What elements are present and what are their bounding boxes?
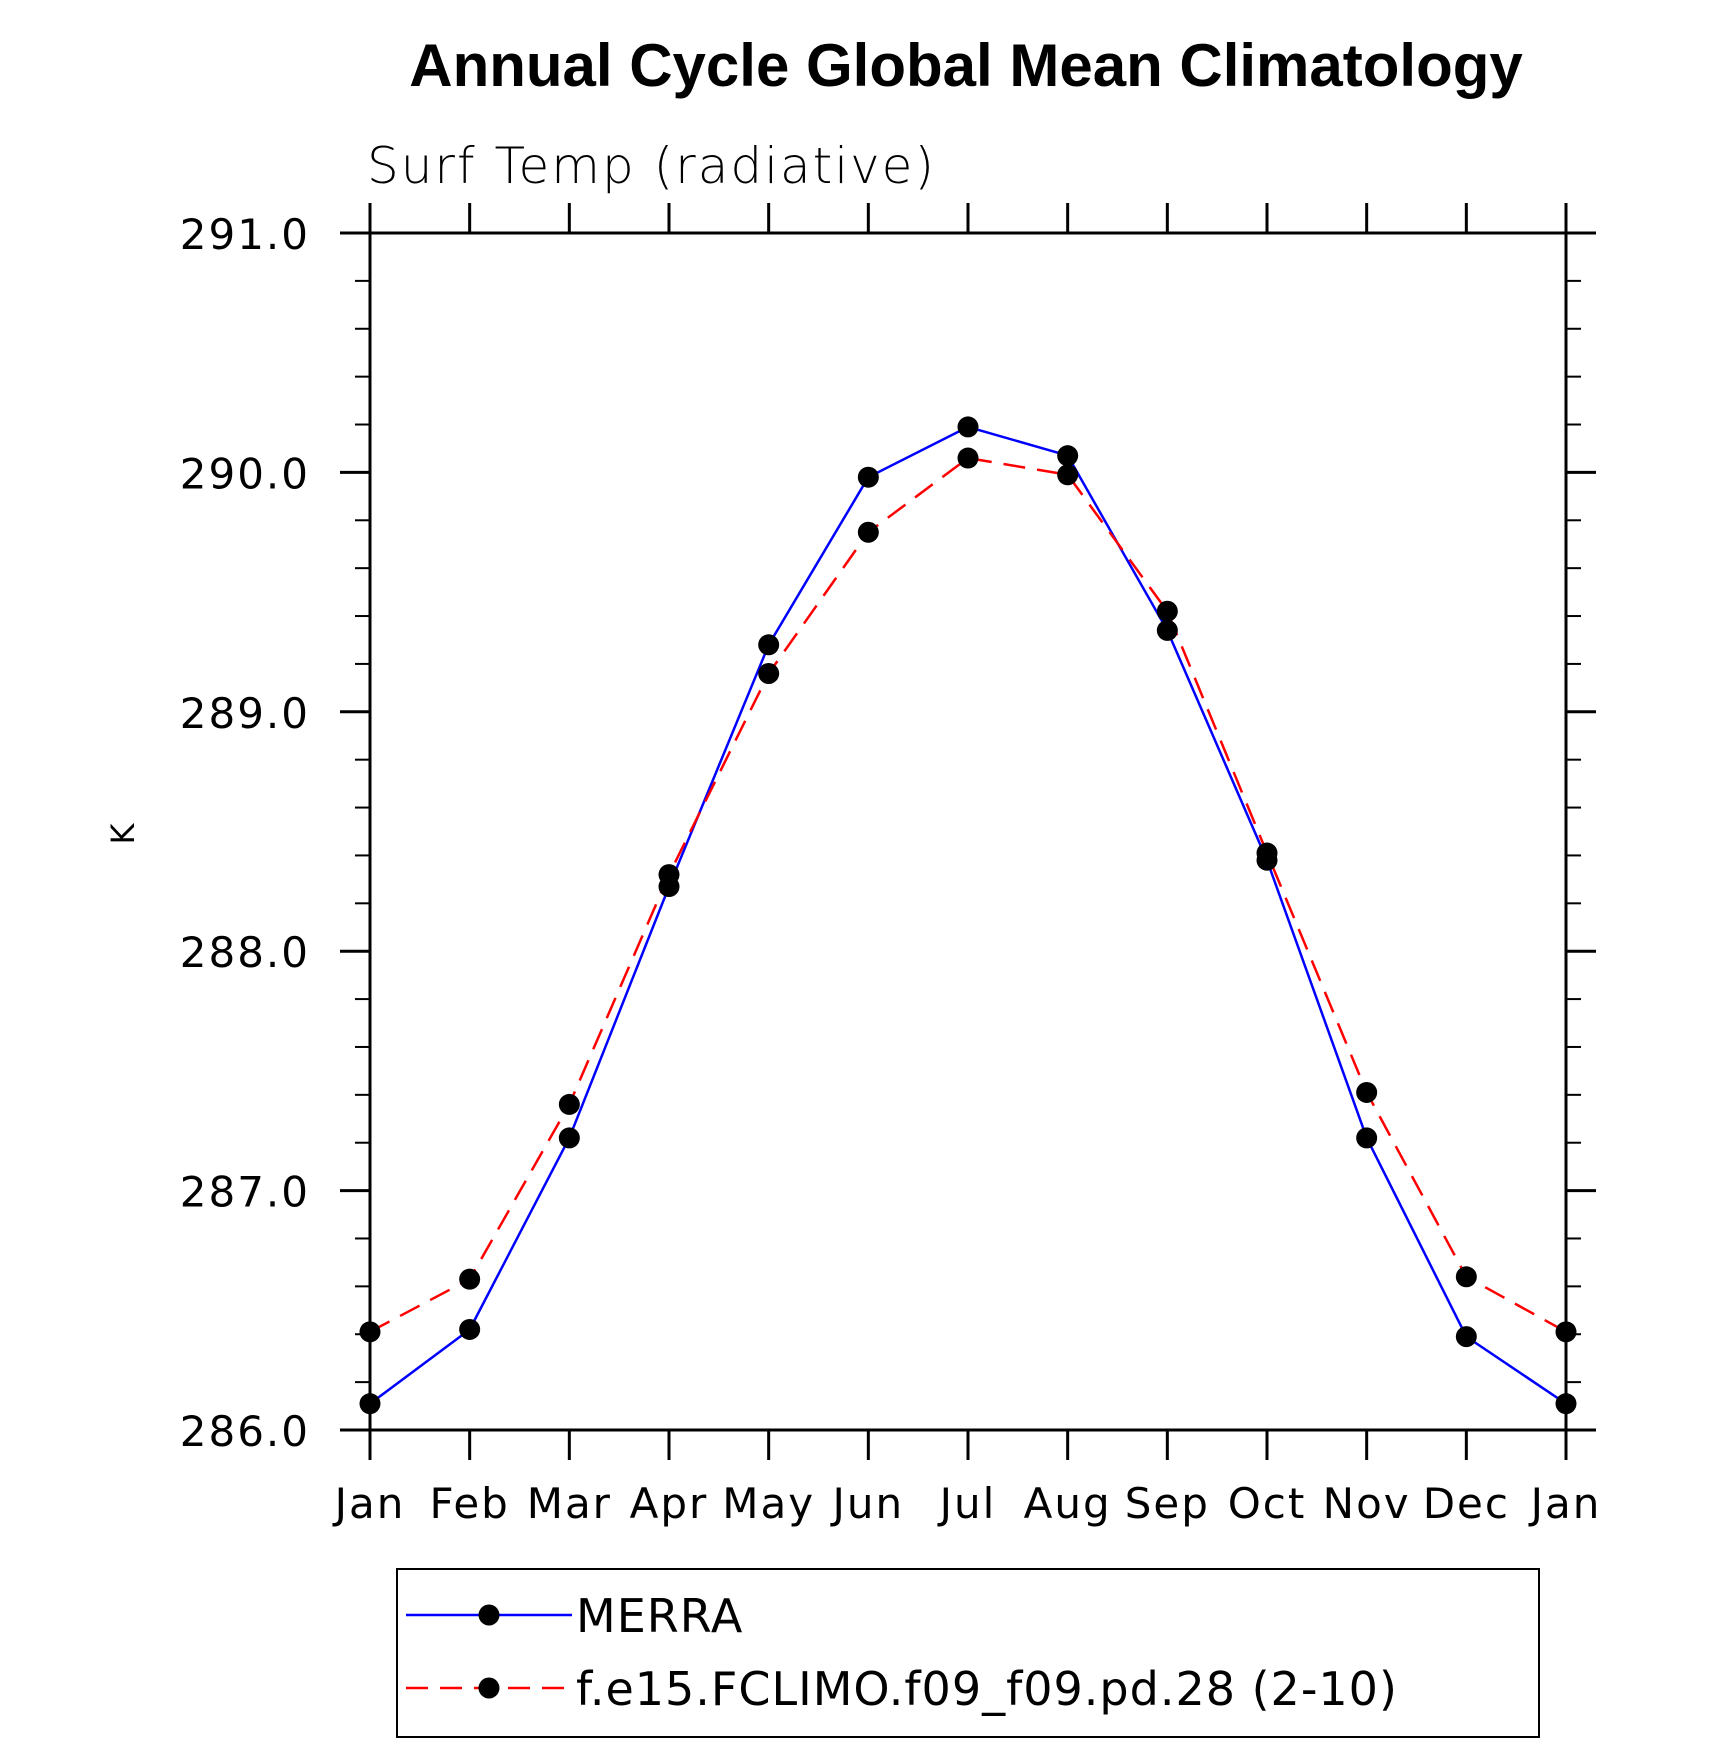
x-tick-label: Dec [1423, 1479, 1510, 1528]
data-point-merra [558, 1127, 580, 1149]
data-point-merra [1057, 445, 1079, 467]
data-point-model [1057, 464, 1079, 486]
data-point-model [658, 864, 680, 886]
y-axis-label: K [104, 822, 142, 844]
data-point-merra [459, 1318, 481, 1340]
data-point-model [459, 1268, 481, 1290]
x-tick-label: Jun [830, 1479, 905, 1528]
data-point-merra [957, 416, 979, 438]
data-point-model [857, 521, 879, 543]
data-point-model [558, 1093, 580, 1115]
x-tick-label: Oct [1228, 1479, 1307, 1528]
data-point-merra [1356, 1127, 1378, 1149]
x-tick-label: Apr [630, 1479, 709, 1528]
x-tick-label: Jul [937, 1479, 997, 1528]
data-point-model [758, 662, 780, 684]
x-tick-label: Mar [527, 1479, 612, 1528]
y-tick-label: 286.0 [180, 1407, 310, 1456]
legend: MERRA f.e15.FCLIMO.f09_f09.pd.28 (2-10) [396, 1568, 1540, 1738]
y-tick-label: 288.0 [180, 928, 310, 977]
legend-marker-model [478, 1677, 500, 1699]
data-point-merra [359, 1393, 381, 1415]
data-point-merra [1555, 1393, 1577, 1415]
data-point-merra [758, 634, 780, 656]
y-tick-label: 291.0 [180, 210, 310, 259]
data-point-merra [857, 466, 879, 488]
y-axis: 286.0 287.0 288.0 289.0 290.0 291.0 [180, 210, 1596, 1456]
series-layer [359, 416, 1577, 1415]
legend-label-merra: MERRA [576, 1589, 743, 1643]
x-tick-label: Jan [332, 1479, 406, 1528]
legend-marker-merra [478, 1604, 500, 1626]
chart-title: Annual Cycle Global Mean Climatology [409, 32, 1523, 99]
data-point-model [1455, 1266, 1477, 1288]
data-point-model [957, 447, 979, 469]
x-tick-label: Feb [429, 1479, 509, 1528]
x-tick-label: Jan [1528, 1479, 1602, 1528]
data-point-model [1256, 842, 1278, 864]
x-axis: Jan Feb Mar Apr May Jun Jul Aug Sep Oct Nov Dec Jan [332, 203, 1602, 1528]
data-point-merra [1455, 1326, 1477, 1348]
y-tick-label: 287.0 [180, 1168, 310, 1217]
data-point-model [359, 1321, 381, 1343]
x-tick-label: Aug [1024, 1479, 1112, 1528]
x-tick-label: Sep [1125, 1479, 1210, 1528]
data-point-model [1555, 1321, 1577, 1343]
chart-subtitle: Surf Temp (radiative) [367, 137, 936, 195]
x-tick-label: Nov [1323, 1479, 1411, 1528]
data-point-model [1356, 1081, 1378, 1103]
legend-label-model: f.e15.FCLIMO.f09_f09.pd.28 (2-10) [576, 1662, 1398, 1716]
y-tick-label: 290.0 [180, 449, 310, 498]
y-tick-label: 289.0 [180, 689, 310, 738]
x-tick-label: May [722, 1479, 815, 1528]
legend-box [396, 1568, 1540, 1738]
data-point-model [1156, 600, 1178, 622]
data-point-merra [1156, 619, 1178, 641]
